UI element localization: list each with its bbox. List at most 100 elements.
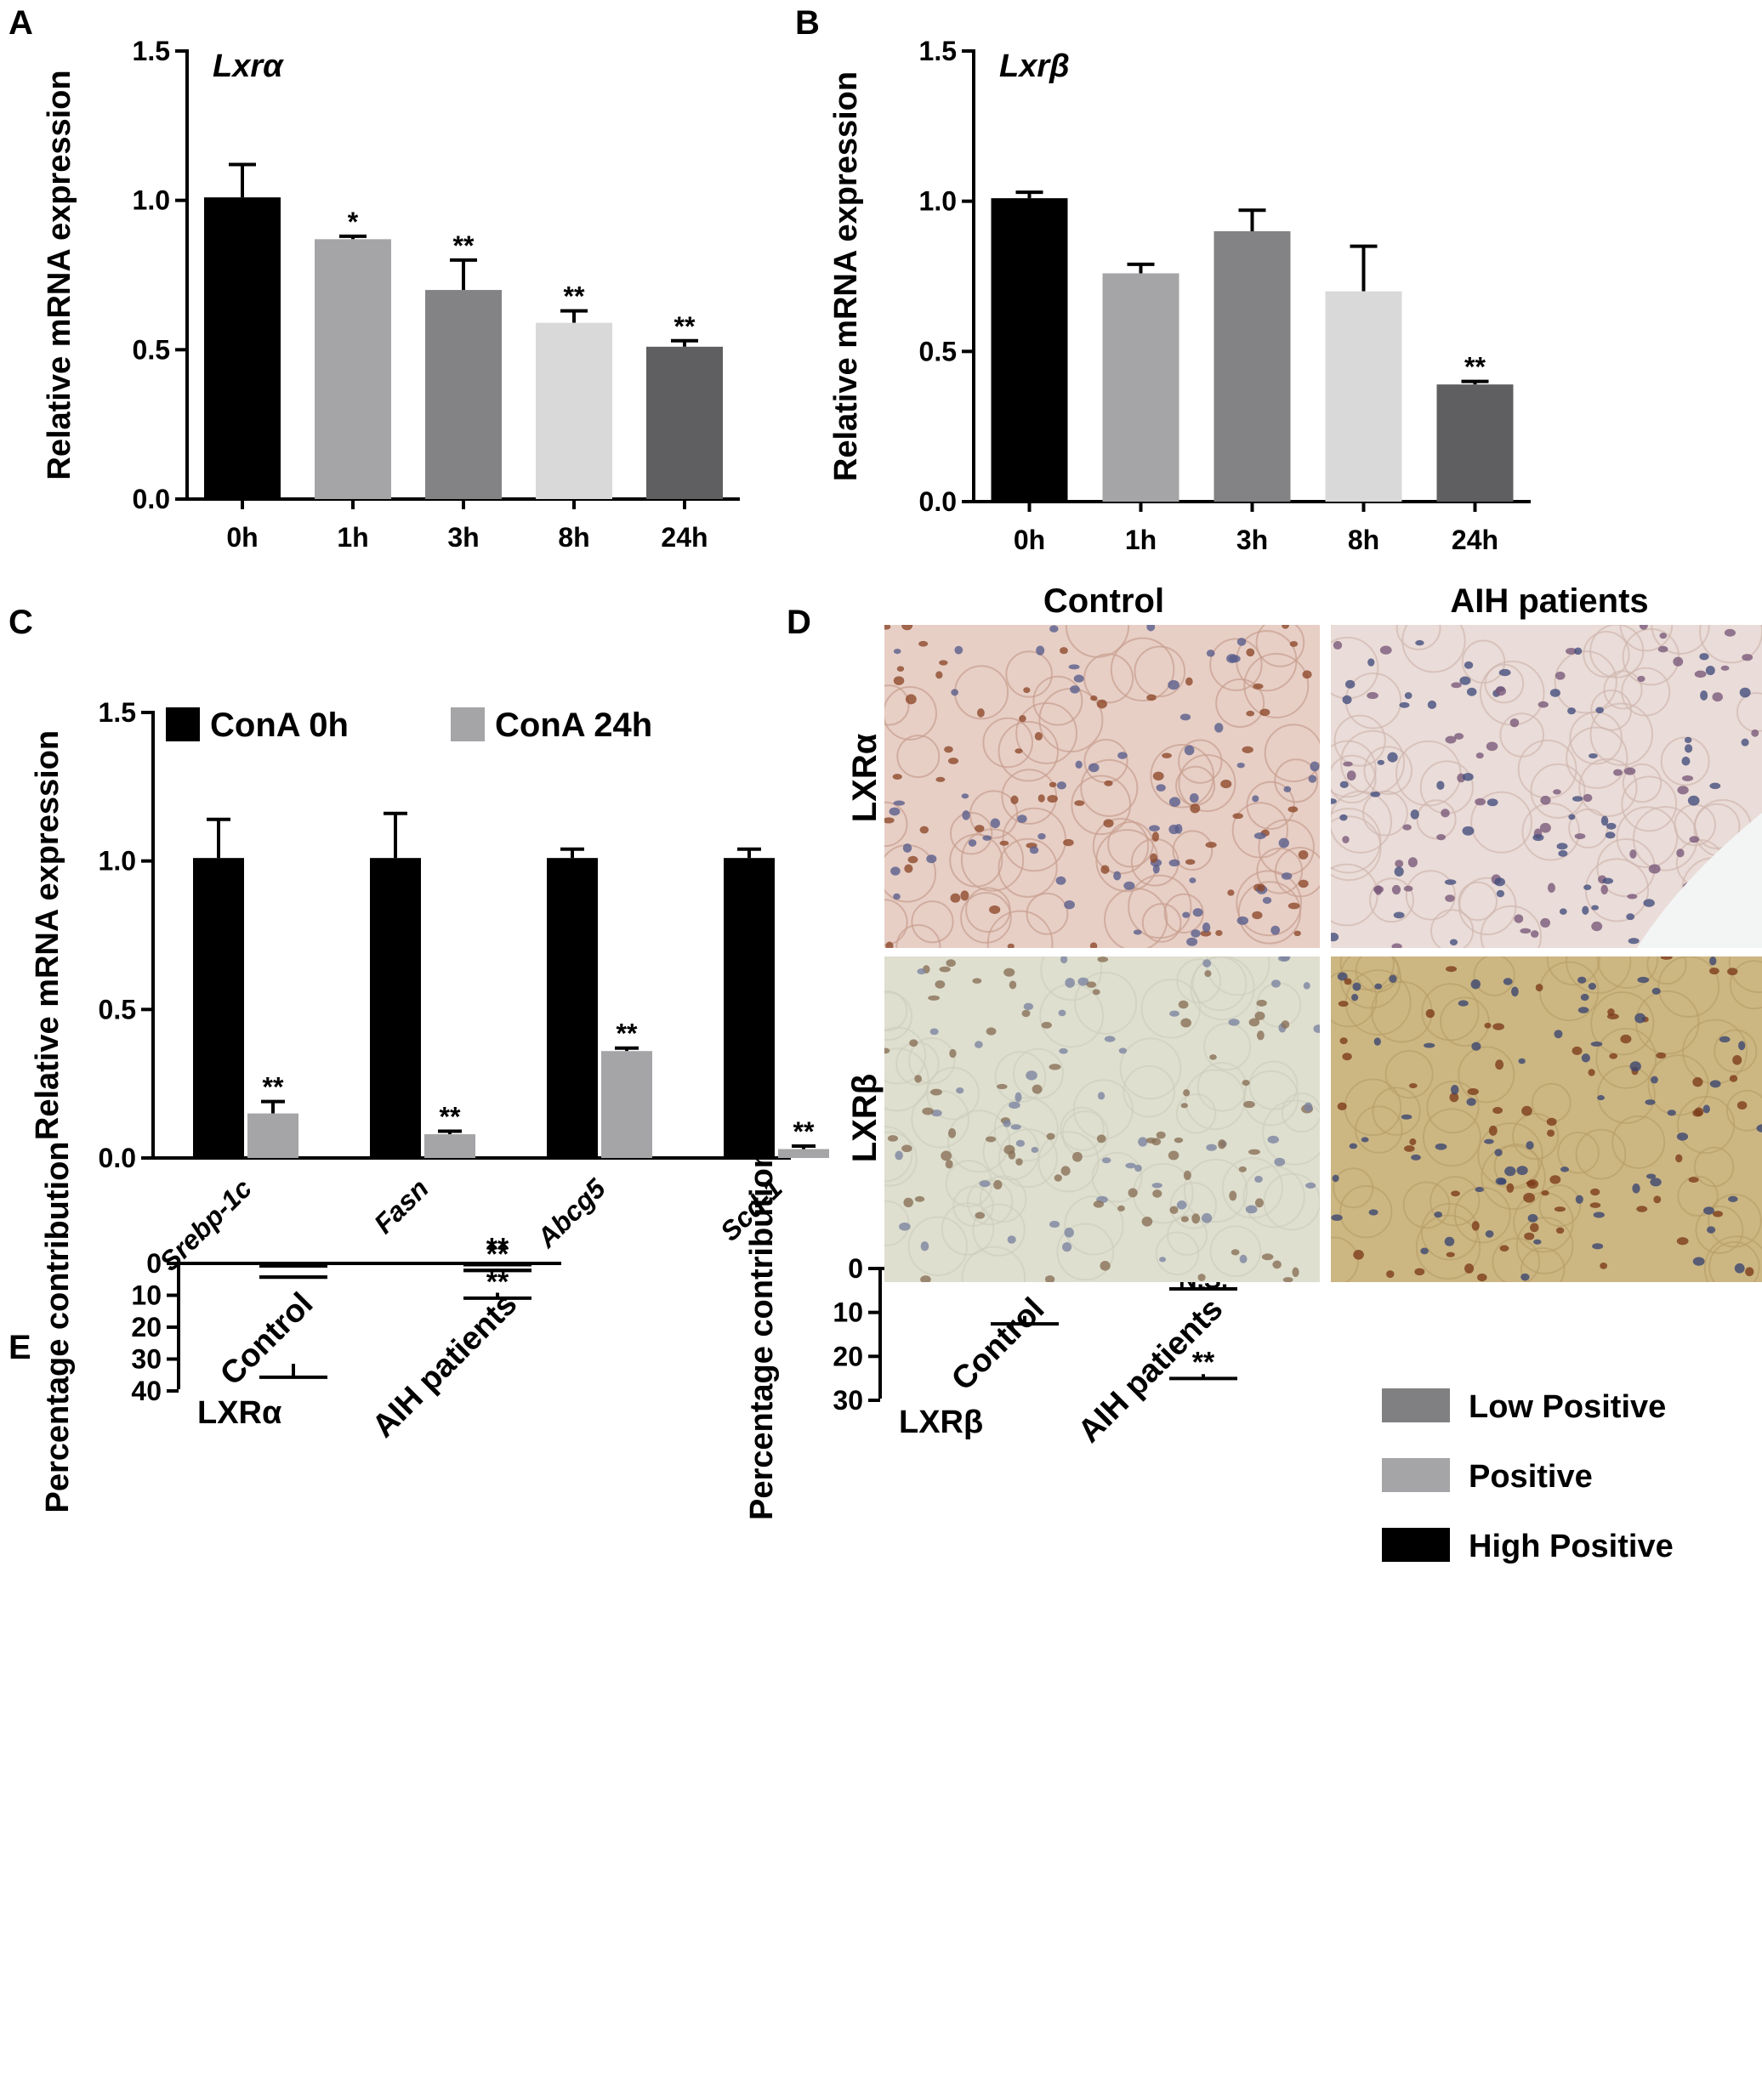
- micrograph-cell: [884, 1200, 910, 1246]
- micrograph-nucleus: [1470, 979, 1481, 990]
- micrograph-nucleus: [1504, 1166, 1516, 1177]
- micrograph-nucleus: [1574, 833, 1586, 840]
- micrograph-nucleus: [1304, 1102, 1313, 1112]
- micrograph-cell: [1569, 711, 1623, 765]
- micrograph-nucleus: [928, 995, 941, 1001]
- micrograph-nucleus: [1486, 798, 1498, 807]
- micrograph-nucleus: [1015, 1092, 1022, 1103]
- micrograph-nucleus: [1298, 849, 1309, 860]
- micrograph-nucleus: [1681, 775, 1694, 781]
- micrograph-nucleus: [1093, 1200, 1105, 1208]
- micrograph-nucleus: [1123, 881, 1135, 890]
- micrograph-cell: [1458, 1046, 1515, 1104]
- micrograph-nucleus: [1298, 879, 1309, 888]
- micrograph-cell: [1331, 863, 1378, 927]
- micrograph-nucleus: [939, 660, 948, 666]
- micrograph-cell: [1032, 675, 1083, 726]
- panel-c-bar-srebp-1c-cona-0h: [193, 858, 244, 1158]
- panel-c-legend-label: ConA 0h: [210, 707, 349, 744]
- micrograph-nucleus: [1751, 729, 1759, 737]
- micrograph-nucleus: [1379, 645, 1392, 655]
- micrograph-cell: [1256, 847, 1304, 894]
- micrograph-cell: [1725, 1089, 1762, 1132]
- micrograph-nucleus: [1068, 664, 1080, 670]
- micrograph-nucleus: [1151, 1138, 1162, 1146]
- micrograph-cell: [1575, 1128, 1627, 1180]
- micrograph-cell: [1481, 1144, 1546, 1211]
- micrograph-nucleus: [1645, 1173, 1657, 1179]
- micrograph-nucleus: [1484, 1022, 1492, 1029]
- micrograph-nucleus: [1560, 1166, 1570, 1172]
- panel-c-bar-abcg5-cona-24h: [601, 1051, 652, 1158]
- micrograph-cell: [1635, 990, 1700, 1055]
- micrograph-nucleus: [1684, 736, 1692, 744]
- micrograph-nucleus: [1178, 1000, 1189, 1009]
- micrograph-nucleus: [919, 826, 929, 834]
- micrograph-nucleus: [1526, 1141, 1534, 1150]
- micrograph-cell: [961, 1246, 1026, 1282]
- micrograph-cell: [1363, 746, 1413, 795]
- panel-a-bar-8h: [536, 322, 612, 499]
- micrograph-cell: [1236, 870, 1303, 937]
- micrograph-cell: [1646, 956, 1687, 985]
- micrograph-nucleus: [935, 979, 946, 989]
- micrograph-cell: [1092, 817, 1150, 875]
- micrograph-nucleus: [1293, 930, 1301, 937]
- micrograph-nucleus: [1549, 689, 1560, 697]
- micrograph-cell: [1405, 870, 1456, 921]
- micrograph-nucleus: [1623, 767, 1636, 775]
- micrograph-nucleus: [1339, 780, 1349, 789]
- micrograph-nucleus: [1681, 756, 1691, 766]
- micrograph-nucleus: [1125, 1162, 1136, 1169]
- micrograph-nucleus: [1007, 1235, 1016, 1244]
- micrograph-nucleus: [1156, 784, 1166, 792]
- micrograph-cell: [884, 990, 908, 1032]
- micrograph-cell: [1584, 858, 1650, 922]
- micrograph-nucleus: [1009, 1101, 1020, 1110]
- panel-a-y-tick-label: 1.0: [133, 185, 170, 216]
- micrograph-nucleus: [893, 649, 901, 655]
- micrograph-cell: [884, 991, 913, 1041]
- micrograph-cell: [1110, 637, 1175, 702]
- micrograph-cell: [907, 1216, 969, 1277]
- panel-b-y-tick-label: 0.5: [919, 336, 957, 366]
- micrograph-nucleus: [1553, 789, 1561, 795]
- micrograph-cell: [1611, 1115, 1666, 1169]
- micrograph-nucleus: [1056, 781, 1066, 790]
- micrograph-nucleus: [1620, 1034, 1632, 1044]
- micrograph-nucleus: [1451, 1190, 1460, 1197]
- micrograph-nucleus: [986, 1027, 997, 1036]
- micrograph-cell: [1262, 1099, 1320, 1166]
- panel-e-lxrb-y-tick-label: 20: [833, 1341, 863, 1371]
- micrograph-nucleus: [1245, 1205, 1258, 1214]
- micrograph-nucleus: [884, 625, 891, 630]
- micrograph-nucleus: [1720, 665, 1730, 671]
- micrograph-cell: [993, 1097, 1059, 1162]
- micrograph-cell: [1619, 625, 1674, 652]
- micrograph-nucleus: [1458, 1000, 1469, 1007]
- micrograph-nucleus: [1409, 1138, 1417, 1146]
- micrograph-cell: [1255, 625, 1305, 667]
- micrograph-nucleus: [1278, 837, 1289, 849]
- micrograph-nucleus: [1667, 1110, 1676, 1116]
- micrograph-nucleus: [1415, 639, 1424, 646]
- micrograph-cell: [884, 1026, 927, 1085]
- micrograph-nucleus: [930, 1088, 942, 1096]
- micrograph-cell: [1708, 1240, 1760, 1282]
- micrograph-nucleus: [1246, 710, 1255, 717]
- micrograph-nucleus: [1572, 796, 1583, 802]
- micrograph-cell: [1333, 714, 1386, 767]
- micrograph-nucleus: [1180, 1103, 1188, 1109]
- micrograph-nucleus: [1499, 1245, 1509, 1252]
- micrograph-nucleus: [1450, 1084, 1459, 1095]
- micrograph-nucleus: [1462, 772, 1474, 781]
- micrograph-cell: [1453, 1186, 1511, 1244]
- micrograph-nucleus: [1036, 645, 1045, 656]
- micrograph-cell: [1123, 1064, 1175, 1118]
- micrograph-nucleus: [1191, 1213, 1201, 1224]
- micrograph-cell: [1209, 638, 1263, 691]
- micrograph-cell: [1420, 1202, 1479, 1261]
- micrograph-row-label-lxrb: LXRβ: [846, 1074, 884, 1162]
- micrograph-nucleus: [1282, 1277, 1293, 1282]
- micrograph-cell: [1458, 877, 1517, 936]
